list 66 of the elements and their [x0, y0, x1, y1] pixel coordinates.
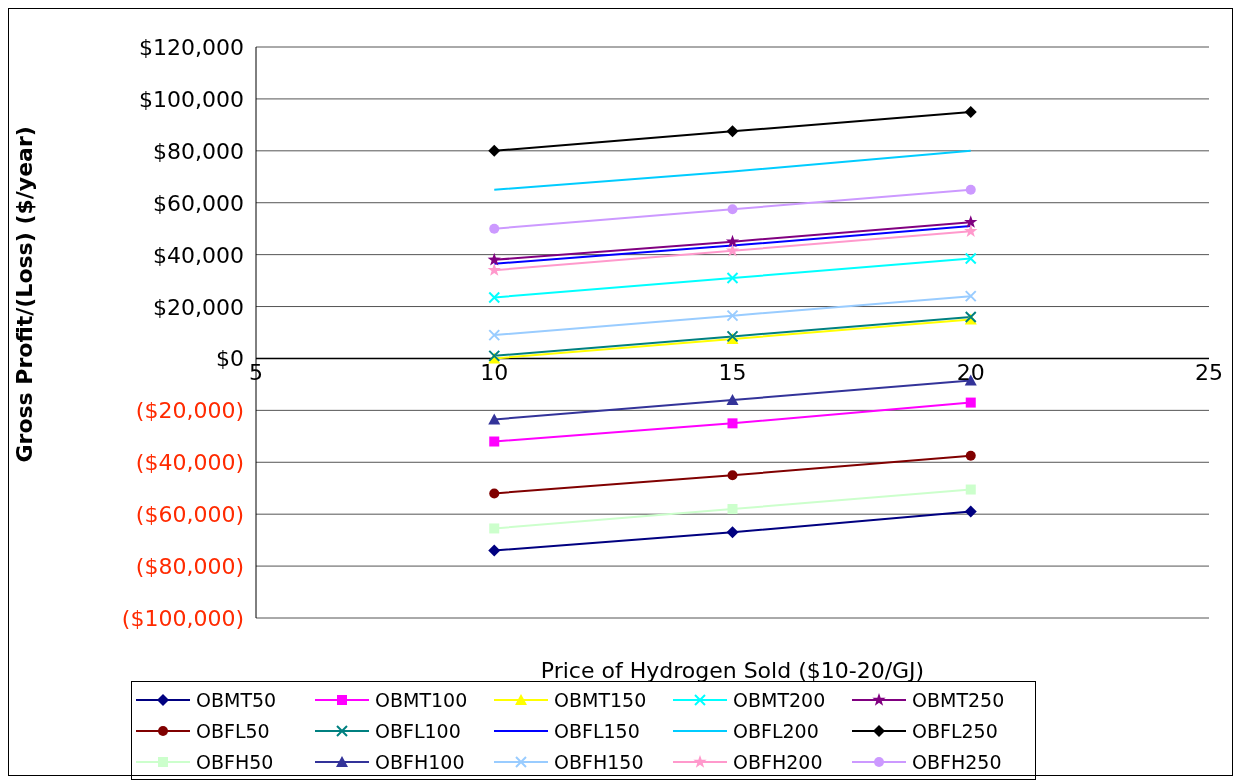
y-tick-label: ($40,000)	[135, 450, 244, 476]
point	[964, 505, 977, 518]
point	[727, 503, 738, 514]
point	[725, 243, 740, 257]
legend-label: OBFH200	[733, 750, 823, 773]
y-tick-label: $40,000	[153, 242, 244, 268]
point	[726, 309, 739, 322]
point	[964, 215, 978, 228]
point	[488, 291, 501, 304]
x-tick-label: 15	[718, 360, 747, 386]
point	[965, 184, 976, 195]
y-tick-label: $20,000	[153, 294, 244, 320]
y-tick-label: ($80,000)	[135, 554, 244, 580]
point	[965, 484, 976, 495]
legend-label: OBFL250	[912, 719, 998, 742]
point	[726, 393, 739, 405]
point	[726, 125, 739, 138]
y-tick-label: ($60,000)	[135, 502, 244, 528]
legend-label: OBFH50	[196, 750, 274, 773]
legend-label: OBMT200	[733, 688, 826, 711]
point	[727, 418, 738, 429]
x-tick-label: 25	[1195, 360, 1223, 386]
point	[726, 526, 739, 539]
y-tick-label: $60,000	[153, 190, 244, 216]
point	[488, 329, 501, 342]
legend-label: OBFL50	[196, 719, 270, 742]
y-tick-label: $80,000	[153, 138, 244, 164]
x-axis-title: Price of Hydrogen Sold ($10-20/GJ)	[540, 658, 925, 683]
point	[488, 144, 501, 157]
point	[725, 234, 740, 248]
y-tick-label: ($100,000)	[121, 606, 244, 631]
legend-label: OBFH250	[912, 750, 1002, 773]
y-tick-label: $0	[216, 346, 244, 372]
point	[964, 224, 978, 237]
legend-label: OBMT250	[912, 688, 1005, 711]
point	[487, 252, 501, 266]
legend-label: OBMT150	[554, 688, 647, 711]
legend-label: OBFL100	[375, 719, 461, 742]
y-tick-label: $100,000	[139, 86, 244, 112]
point	[964, 290, 977, 303]
x-tick-label: 10	[480, 360, 509, 386]
point	[965, 397, 976, 408]
legend-label: OBFH150	[554, 750, 644, 773]
point	[488, 413, 501, 425]
y-tick-label: ($20,000)	[135, 398, 244, 424]
y-axis-title: Gross Profit/(Loss) ($/year)	[11, 126, 37, 463]
point	[489, 436, 500, 447]
point	[964, 105, 977, 118]
legend-label: OBMT50	[196, 688, 277, 711]
point	[964, 252, 977, 265]
x-tick-label: 5	[249, 360, 263, 386]
point	[489, 223, 500, 234]
legend-label: OBMT100	[375, 688, 468, 711]
point	[727, 204, 738, 215]
point	[489, 488, 500, 499]
y-tick-label: $120,000	[139, 35, 244, 60]
x-tick-label: 20	[956, 360, 985, 386]
legend-label: OBFL200	[733, 719, 819, 742]
point	[965, 450, 976, 461]
point	[726, 272, 739, 284]
point	[489, 523, 500, 534]
point	[488, 544, 501, 557]
point	[487, 263, 501, 276]
legend-label: OBFH100	[375, 750, 465, 773]
point	[727, 470, 738, 481]
legend-label: OBFL150	[554, 719, 640, 742]
